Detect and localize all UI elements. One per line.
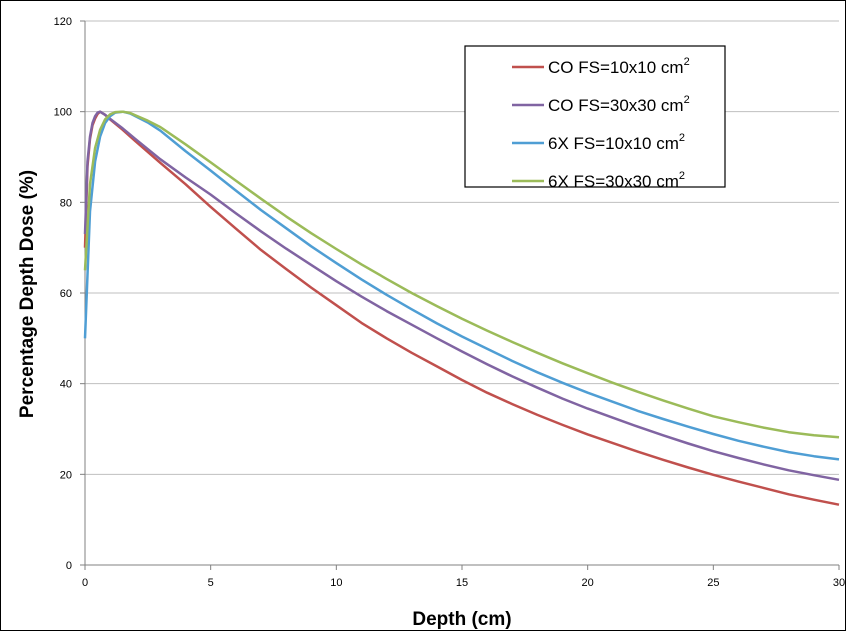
y-tick-label-0: 0 — [66, 560, 72, 572]
y-axis-title: Percentage Depth Dose (%) — [17, 170, 38, 418]
x-tick-label-2: 10 — [330, 577, 342, 589]
x-tick-labels: 0 5 10 15 20 25 30 — [82, 577, 845, 589]
legend-box — [464, 45, 726, 188]
legend-entry-2: 6X FS=10x10 cm2 — [548, 132, 685, 153]
x-tick-label-5: 25 — [707, 577, 719, 589]
x-tick-label-1: 5 — [208, 577, 214, 589]
y-tick-label-6: 120 — [54, 16, 72, 28]
legend-entry-sup-3: 2 — [679, 170, 685, 182]
x-tick-label-6: 30 — [833, 577, 845, 589]
y-tick-label-1: 20 — [60, 469, 72, 481]
axes — [80, 20, 840, 570]
series-lines — [83, 110, 840, 506]
y-tick-label-2: 40 — [60, 379, 72, 391]
series-line-1 — [83, 110, 840, 482]
series-line-0 — [83, 110, 840, 506]
x-tick-label-0: 0 — [82, 577, 88, 589]
gridlines — [85, 20, 839, 475]
x-axis-title: Depth (cm) — [412, 609, 511, 630]
legend: CO FS=10x10 cm2 CO FS=30x30 cm2 6X FS=10x1… — [464, 45, 726, 191]
y-tick-label-3: 60 — [60, 288, 72, 300]
y-tick-label-4: 80 — [60, 197, 72, 209]
series-line-2 — [83, 110, 840, 461]
x-tick-label-3: 15 — [456, 577, 468, 589]
legend-entry-sup-1: 2 — [684, 94, 690, 106]
series-line-3 — [83, 110, 840, 439]
y-tick-labels: 0 20 40 60 80 100 120 — [54, 16, 72, 572]
legend-entry-3: 6X FS=30x30 cm2 — [548, 170, 685, 191]
legend-entry-1: CO FS=30x30 cm2 — [548, 94, 690, 115]
legend-entry-0: CO FS=10x10 cm2 — [548, 56, 690, 77]
y-tick-label-5: 100 — [54, 107, 72, 119]
legend-entry-sup-2: 2 — [679, 132, 685, 144]
legend-entry-sup-0: 2 — [684, 56, 690, 68]
x-tick-label-4: 20 — [582, 577, 594, 589]
